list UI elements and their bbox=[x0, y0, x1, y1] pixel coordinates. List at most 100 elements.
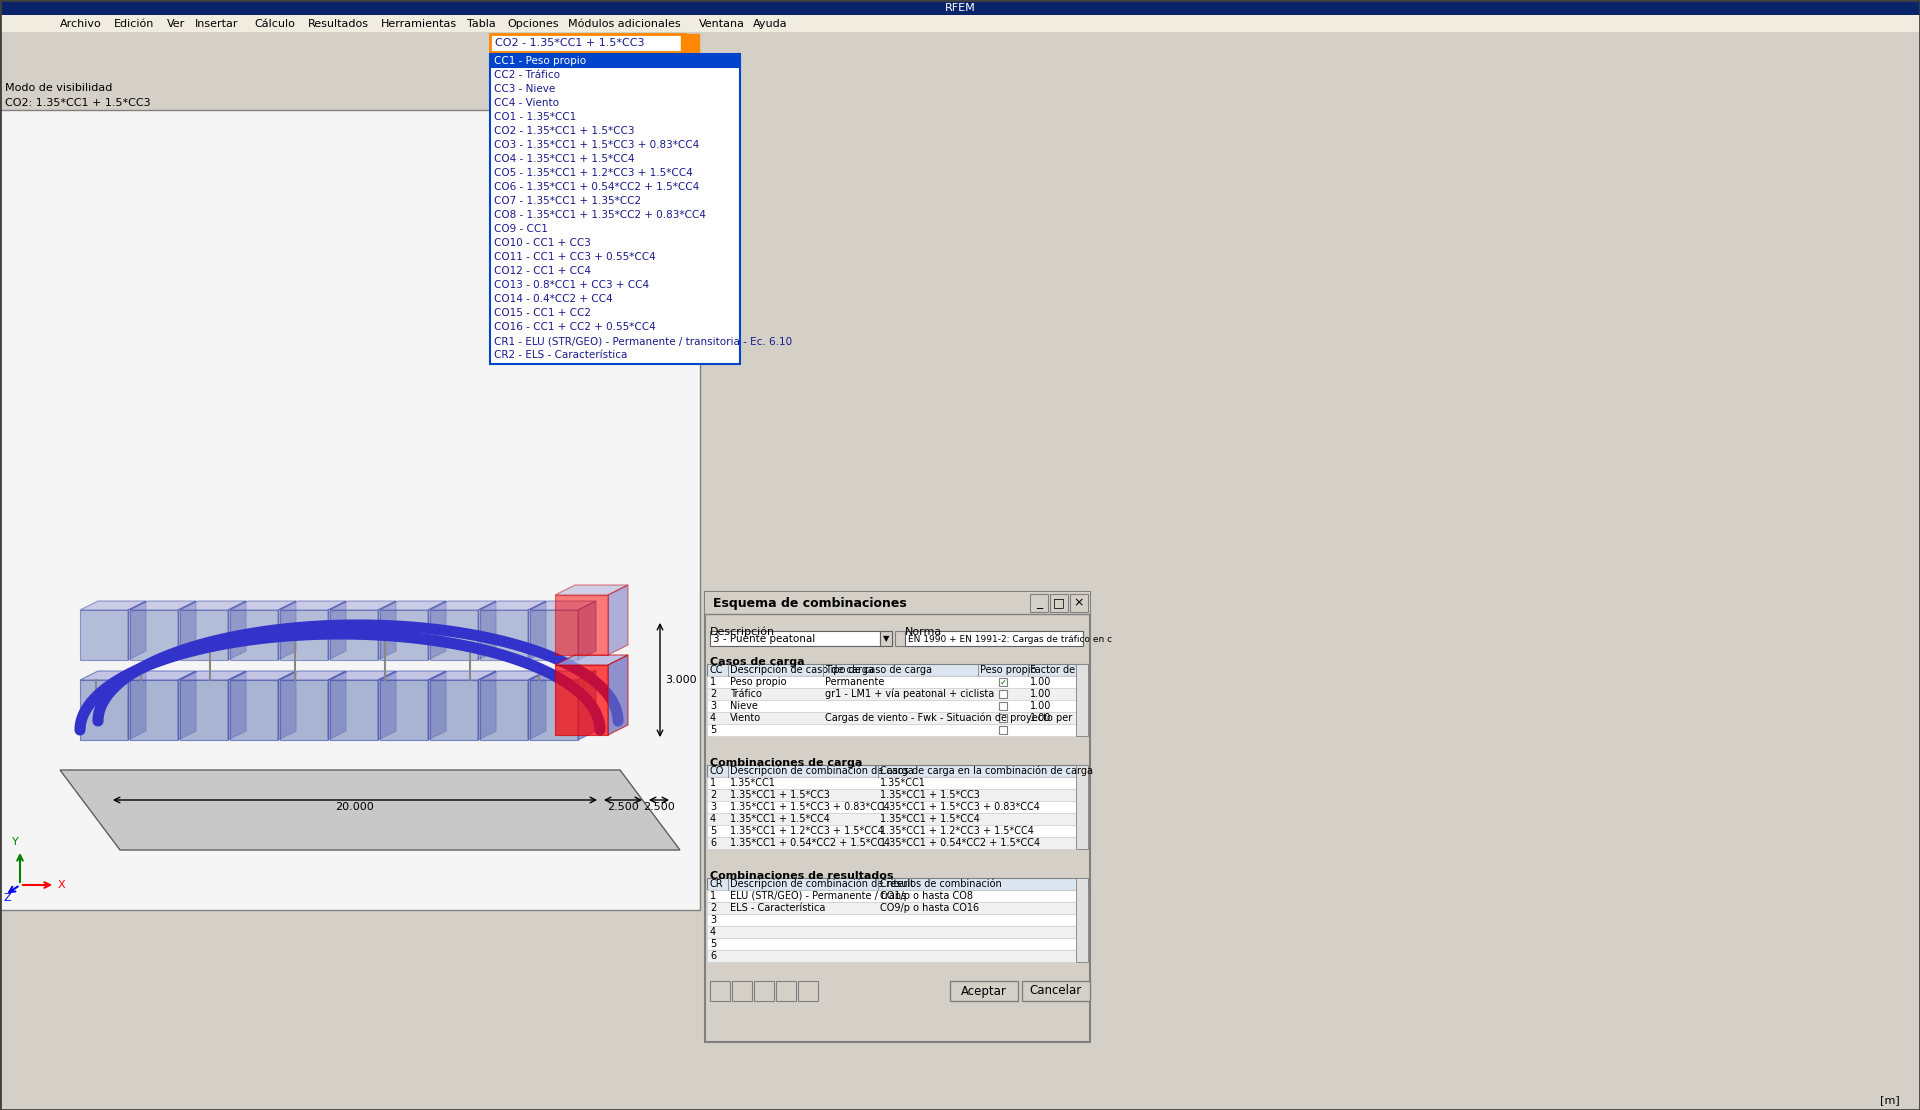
Text: Herramientas: Herramientas bbox=[380, 19, 457, 29]
Polygon shape bbox=[528, 601, 545, 660]
Text: Resultados: Resultados bbox=[307, 19, 369, 29]
Bar bbox=[705, 592, 1091, 614]
Bar bbox=[710, 630, 879, 646]
Text: Peso propio: Peso propio bbox=[730, 677, 787, 687]
Text: ✓: ✓ bbox=[1000, 677, 1006, 686]
Text: 3: 3 bbox=[710, 702, 716, 712]
Bar bbox=[1029, 594, 1048, 612]
Polygon shape bbox=[430, 672, 495, 680]
Text: Módulos adicionales: Módulos adicionales bbox=[568, 19, 680, 29]
Bar bbox=[707, 765, 1089, 777]
Text: [m]: [m] bbox=[1880, 1094, 1901, 1104]
Text: Tráfico: Tráfico bbox=[730, 689, 762, 699]
Bar bbox=[682, 34, 699, 52]
Bar bbox=[1021, 981, 1091, 1001]
Polygon shape bbox=[430, 680, 478, 740]
Text: ELU (STR/GEO) - Permanente / trans: ELU (STR/GEO) - Permanente / trans bbox=[730, 891, 906, 901]
Text: Descripción de combinación de carga: Descripción de combinación de carga bbox=[730, 766, 914, 776]
Polygon shape bbox=[280, 672, 346, 680]
Text: CO11 - CC1 + CC3 + 0.55*CC4: CO11 - CC1 + CC3 + 0.55*CC4 bbox=[493, 252, 657, 262]
Bar bbox=[707, 938, 1089, 950]
Polygon shape bbox=[478, 601, 495, 660]
Text: Norma: Norma bbox=[904, 627, 943, 637]
Text: 6: 6 bbox=[710, 838, 716, 848]
Polygon shape bbox=[131, 680, 179, 740]
Text: Factor de: Factor de bbox=[1029, 665, 1075, 675]
Bar bbox=[904, 630, 1083, 646]
Text: CO9 - CC1: CO9 - CC1 bbox=[493, 224, 547, 234]
Text: 1.00: 1.00 bbox=[1029, 689, 1052, 699]
Bar bbox=[950, 981, 1018, 1001]
Polygon shape bbox=[230, 601, 296, 610]
Text: Cálculo: Cálculo bbox=[255, 19, 296, 29]
Bar bbox=[707, 777, 1089, 789]
Bar bbox=[895, 630, 908, 646]
Polygon shape bbox=[131, 672, 196, 680]
Text: Combinaciones de carga: Combinaciones de carga bbox=[710, 758, 862, 768]
Polygon shape bbox=[230, 610, 278, 660]
Bar bbox=[707, 902, 1089, 914]
Polygon shape bbox=[280, 601, 346, 610]
Polygon shape bbox=[280, 610, 328, 660]
Text: RFEM: RFEM bbox=[945, 3, 975, 13]
Bar bbox=[1075, 878, 1089, 962]
Text: Archivo: Archivo bbox=[60, 19, 102, 29]
Bar bbox=[707, 712, 1089, 724]
Text: 1: 1 bbox=[710, 677, 716, 687]
Text: Viento: Viento bbox=[730, 713, 760, 723]
Text: Ayuda: Ayuda bbox=[753, 19, 787, 29]
Bar bbox=[707, 676, 1089, 688]
Text: 1.00: 1.00 bbox=[1029, 713, 1052, 723]
Text: 1.35*CC1 + 1.5*CC4: 1.35*CC1 + 1.5*CC4 bbox=[730, 814, 829, 824]
Polygon shape bbox=[179, 601, 196, 660]
Text: CO9/p o hasta CO16: CO9/p o hasta CO16 bbox=[879, 904, 979, 914]
Bar bbox=[0, 110, 701, 910]
Text: 3 - Puente peatonal: 3 - Puente peatonal bbox=[712, 634, 816, 644]
Text: Opciones: Opciones bbox=[507, 19, 559, 29]
Bar bbox=[998, 678, 1006, 686]
Text: 4: 4 bbox=[710, 814, 716, 824]
Text: 4: 4 bbox=[710, 713, 716, 723]
Polygon shape bbox=[180, 672, 246, 680]
Bar bbox=[0, 16, 1920, 32]
Polygon shape bbox=[330, 672, 396, 680]
Text: 1: 1 bbox=[710, 778, 716, 788]
Text: 2.500: 2.500 bbox=[643, 803, 674, 813]
Polygon shape bbox=[555, 595, 609, 655]
Polygon shape bbox=[430, 610, 478, 660]
Text: CC1 - Peso propio: CC1 - Peso propio bbox=[493, 56, 586, 65]
Bar bbox=[732, 981, 753, 1001]
Bar bbox=[879, 630, 893, 646]
Text: Casos de carga en la combinación de carga: Casos de carga en la combinación de carg… bbox=[879, 766, 1092, 776]
Text: Cargas de viento - Fwk - Situación de proyecto per: Cargas de viento - Fwk - Situación de pr… bbox=[826, 713, 1071, 724]
Text: 3.000: 3.000 bbox=[664, 675, 697, 685]
Text: 1.35*CC1: 1.35*CC1 bbox=[730, 778, 776, 788]
Bar bbox=[1075, 765, 1089, 849]
Bar bbox=[1075, 664, 1089, 736]
Text: 2.500: 2.500 bbox=[607, 803, 639, 813]
Bar bbox=[1050, 594, 1068, 612]
Bar bbox=[707, 979, 1089, 1003]
Text: ELS - Característica: ELS - Característica bbox=[730, 904, 826, 914]
Bar bbox=[998, 690, 1006, 698]
Bar bbox=[707, 688, 1089, 700]
Polygon shape bbox=[380, 680, 428, 740]
Text: 1.35*CC1 + 1.5*CC3: 1.35*CC1 + 1.5*CC3 bbox=[730, 790, 829, 800]
Polygon shape bbox=[609, 655, 628, 735]
Polygon shape bbox=[330, 680, 378, 740]
Text: CO10 - CC1 + CC3: CO10 - CC1 + CC3 bbox=[493, 238, 591, 248]
Bar bbox=[0, 0, 1920, 16]
Polygon shape bbox=[131, 610, 179, 660]
Polygon shape bbox=[230, 680, 278, 740]
Polygon shape bbox=[180, 610, 228, 660]
Polygon shape bbox=[480, 610, 528, 660]
Text: X: X bbox=[58, 880, 65, 890]
Bar bbox=[490, 54, 739, 364]
Text: _: _ bbox=[1037, 596, 1043, 609]
Polygon shape bbox=[330, 601, 396, 610]
Text: CO14 - 0.4*CC2 + CC4: CO14 - 0.4*CC2 + CC4 bbox=[493, 294, 612, 304]
Text: gr1 - LM1 + vía peatonal + ciclista: gr1 - LM1 + vía peatonal + ciclista bbox=[826, 688, 995, 699]
Polygon shape bbox=[380, 672, 445, 680]
Text: 3: 3 bbox=[710, 803, 716, 813]
Bar bbox=[707, 837, 1089, 849]
